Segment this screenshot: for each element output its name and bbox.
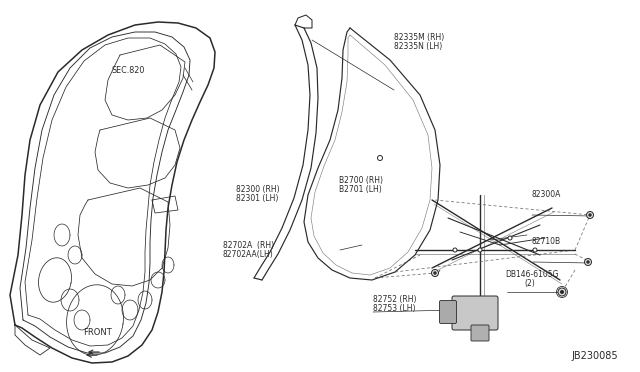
Text: 82300 (RH): 82300 (RH) [236, 185, 279, 194]
Text: JB230085: JB230085 [572, 352, 618, 361]
Circle shape [558, 288, 566, 296]
Circle shape [533, 248, 537, 252]
Text: 82702AA(LH): 82702AA(LH) [223, 250, 273, 259]
FancyBboxPatch shape [452, 296, 498, 330]
Circle shape [584, 259, 591, 266]
Text: 82702A  (RH): 82702A (RH) [223, 241, 274, 250]
Text: 82710B: 82710B [531, 237, 561, 246]
FancyBboxPatch shape [471, 325, 489, 341]
Text: 82301 (LH): 82301 (LH) [236, 194, 278, 203]
Text: 82335N (LH): 82335N (LH) [394, 42, 442, 51]
Circle shape [434, 272, 436, 274]
Circle shape [586, 212, 593, 218]
Text: 82335M (RH): 82335M (RH) [394, 33, 444, 42]
Circle shape [508, 236, 512, 240]
Text: 82752 (RH): 82752 (RH) [373, 295, 417, 304]
Circle shape [587, 261, 589, 263]
Text: (2): (2) [525, 279, 536, 288]
Text: FRONT: FRONT [83, 328, 112, 337]
Text: DB146-6105G: DB146-6105G [506, 270, 559, 279]
Circle shape [453, 248, 457, 252]
Circle shape [431, 269, 438, 276]
Circle shape [561, 291, 563, 294]
FancyBboxPatch shape [440, 301, 456, 324]
Circle shape [378, 155, 383, 160]
Text: B2700 (RH): B2700 (RH) [339, 176, 383, 185]
Text: 82753 (LH): 82753 (LH) [373, 304, 415, 312]
Text: B2701 (LH): B2701 (LH) [339, 185, 382, 194]
Circle shape [589, 214, 591, 216]
Text: 82300A: 82300A [531, 190, 561, 199]
Circle shape [478, 248, 482, 252]
Text: SEC.820: SEC.820 [112, 66, 145, 75]
